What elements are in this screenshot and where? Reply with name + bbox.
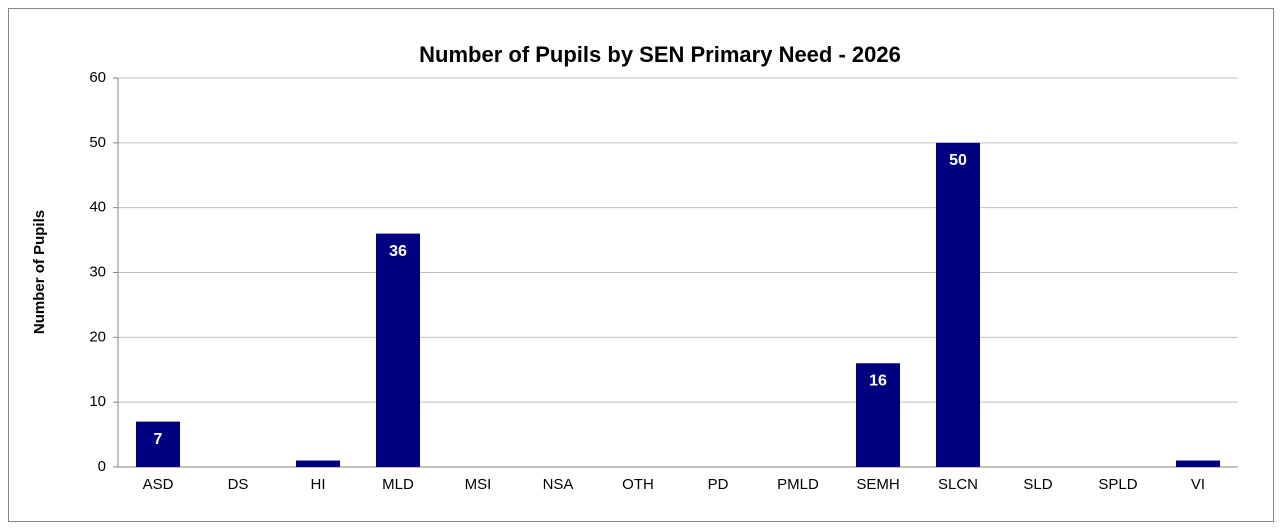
x-tick-label: DS: [228, 476, 249, 493]
y-tick-label: 20: [89, 328, 106, 345]
y-tick-label: 50: [89, 134, 106, 151]
x-tick-label: PD: [708, 476, 729, 493]
chart-title: Number of Pupils by SEN Primary Need - 2…: [419, 42, 901, 67]
x-tick-label: SLCN: [938, 476, 978, 493]
x-tick-label: MLD: [382, 476, 414, 493]
data-label: 50: [949, 152, 967, 169]
chart-border: [8, 8, 1274, 522]
x-tick-label: SLD: [1023, 476, 1052, 493]
x-tick-label: NSA: [543, 476, 574, 493]
x-tick-label: OTH: [622, 476, 654, 493]
x-tick-label: VI: [1191, 476, 1205, 493]
y-tick-label: 10: [89, 393, 106, 410]
bar: [936, 142, 980, 468]
bar: [136, 421, 180, 467]
x-tick-label: SPLD: [1098, 476, 1137, 493]
data-label: 36: [389, 243, 407, 260]
bar: [296, 460, 340, 467]
x-tick-label: SEMH: [856, 476, 899, 493]
y-tick-label: 0: [98, 458, 106, 475]
y-tick-label: 60: [89, 69, 106, 86]
x-tick-label: HI: [311, 476, 326, 493]
bar: [856, 363, 900, 467]
y-tick-label: 30: [89, 263, 106, 280]
y-axis-label: Number of Pupils: [31, 210, 48, 334]
data-label: 16: [869, 372, 887, 389]
y-tick-label: 40: [89, 199, 106, 216]
x-tick-label: ASD: [143, 476, 174, 493]
data-label: 7: [154, 431, 163, 448]
bar: [376, 233, 420, 467]
x-tick-label: MSI: [465, 476, 492, 493]
bar: [1176, 460, 1220, 467]
x-tick-label: PMLD: [777, 476, 819, 493]
